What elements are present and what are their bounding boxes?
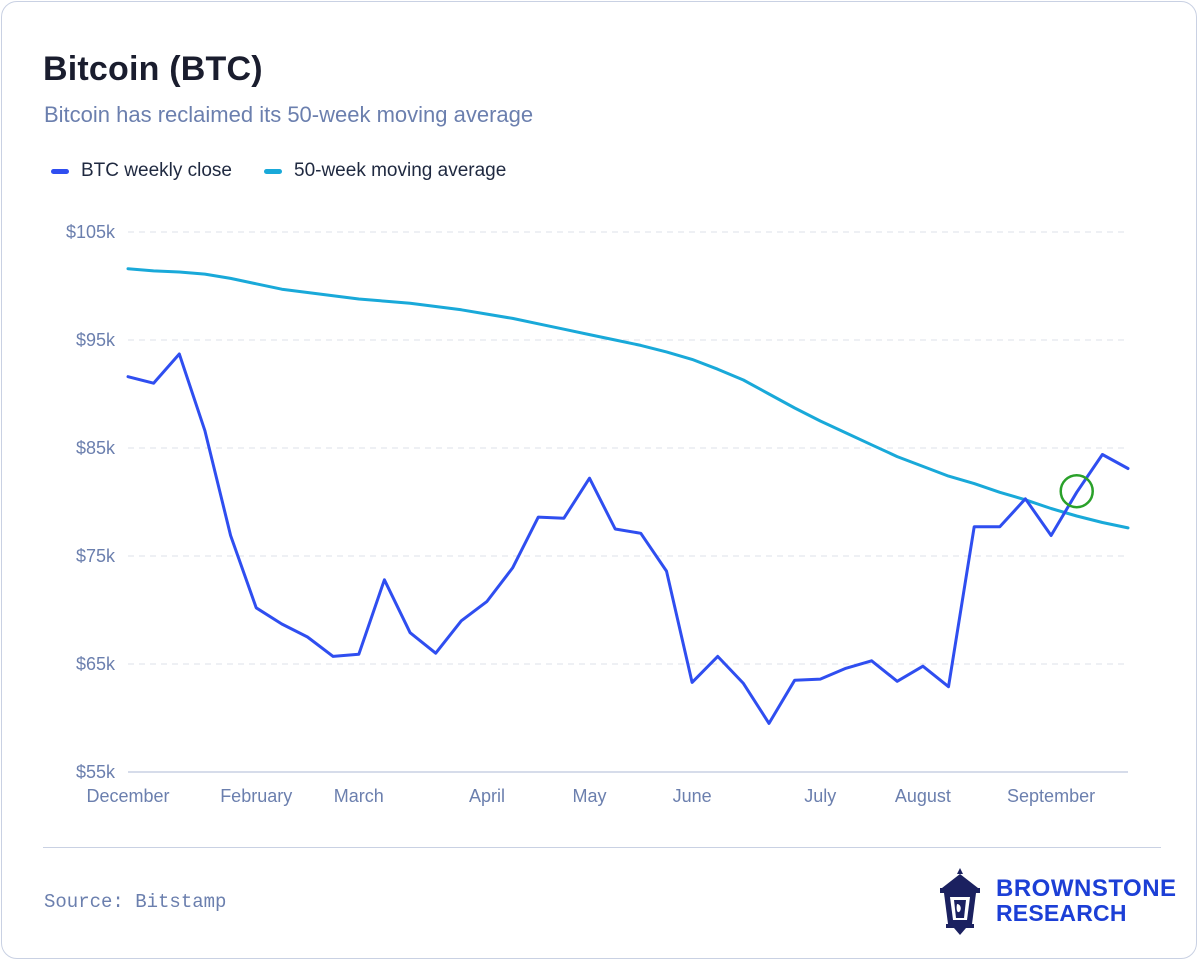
- legend-swatch-btc: [51, 168, 69, 174]
- y-tick-label: $95k: [76, 330, 116, 350]
- y-tick-label: $85k: [76, 438, 116, 458]
- x-tick-label: August: [895, 786, 951, 806]
- x-tick-label: September: [1007, 786, 1095, 806]
- x-tick-label: July: [804, 786, 836, 806]
- brand-line1: BROWNSTONE: [996, 875, 1177, 902]
- x-tick-label: February: [220, 786, 292, 806]
- lantern-icon: [940, 868, 980, 935]
- chart-subtitle: Bitcoin has reclaimed its 50-week moving…: [44, 102, 534, 127]
- legend-label-btc: BTC weekly close: [81, 160, 232, 181]
- y-tick-label: $55k: [76, 762, 116, 782]
- chart-title: Bitcoin (BTC): [43, 50, 263, 88]
- footer-divider: [43, 847, 1161, 848]
- legend-item-btc: BTC weekly close: [51, 160, 232, 182]
- series-line-ma: [126, 267, 1130, 530]
- x-tick-label: December: [86, 786, 169, 806]
- x-tick-label: April: [469, 786, 505, 806]
- source-note: Source: Bitstamp: [44, 891, 227, 913]
- legend-item-ma: 50-week moving average: [264, 160, 506, 182]
- y-tick-label: $105k: [66, 222, 116, 242]
- crossover-marker: [1059, 473, 1094, 509]
- brand-wordmark: BROWNSTONE RESEARCH: [996, 875, 1177, 926]
- brand-logo: BROWNSTONE RESEARCH: [932, 866, 1177, 936]
- brand-line2: RESEARCH: [996, 900, 1127, 926]
- y-tick-label: $75k: [76, 546, 116, 566]
- x-tick-label: May: [573, 786, 607, 806]
- x-tick-label: June: [673, 786, 712, 806]
- x-tick-label: March: [334, 786, 384, 806]
- series-line-btc: [126, 352, 1130, 725]
- legend: BTC weekly close 50-week moving average: [51, 160, 538, 182]
- y-tick-label: $65k: [76, 654, 116, 674]
- legend-label-ma: 50-week moving average: [294, 160, 507, 181]
- legend-swatch-ma: [264, 168, 282, 174]
